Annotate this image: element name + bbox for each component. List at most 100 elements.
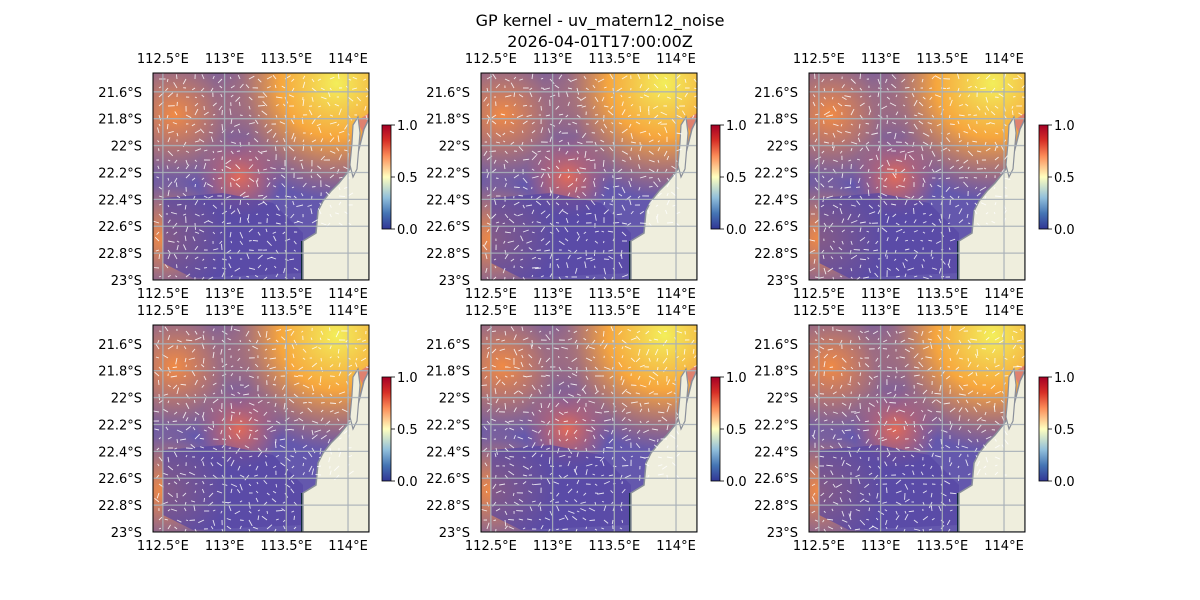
- quiver-arrow: [508, 470, 515, 476]
- quiver-arrow: [522, 337, 529, 341]
- quiver-arrow: [956, 348, 960, 355]
- quiver-arrow: [647, 209, 650, 215]
- lat-tick-label: 22.6°S: [754, 472, 798, 487]
- quiver-arrow: [210, 462, 214, 467]
- quiver-arrow: [840, 456, 843, 460]
- quiver-arrow: [584, 438, 587, 442]
- lat-tick-label: 22.8°S: [754, 247, 798, 262]
- quiver-arrow: [603, 168, 606, 172]
- quiver-arrow: [540, 402, 543, 409]
- quiver-arrow: [822, 519, 825, 523]
- quiver-arrow: [839, 207, 843, 215]
- quiver-arrow: [597, 78, 605, 83]
- quiver-arrow: [230, 325, 233, 332]
- map-panel-content: [481, 325, 697, 532]
- quiver-arrow: [994, 464, 998, 467]
- quiver-arrow: [556, 528, 560, 531]
- quiver-arrow: [347, 192, 354, 197]
- quiver-arrow: [894, 417, 897, 422]
- quiver-arrow: [601, 460, 605, 467]
- quiver-arrow: [212, 382, 217, 386]
- quiver-arrow: [174, 159, 178, 164]
- quiver-arrow: [638, 164, 641, 170]
- quiver-arrow: [564, 500, 569, 503]
- quiver-arrow: [191, 123, 196, 127]
- quiver-arrow: [666, 155, 670, 161]
- quiver-arrow: [218, 177, 223, 180]
- quiver-arrow: [491, 120, 497, 125]
- quiver-arrow: [158, 148, 160, 152]
- quiver-arrow: [918, 120, 924, 125]
- quiver-arrow: [567, 366, 573, 370]
- quiver-arrow: [236, 177, 241, 181]
- quiver-arrow: [274, 528, 277, 532]
- quiver-arrow: [318, 383, 322, 386]
- quiver-arrow: [576, 141, 583, 145]
- quiver-arrow: [927, 338, 933, 341]
- quiver-arrow: [855, 276, 861, 280]
- quiver-arrow: [847, 383, 852, 386]
- quiver-arrow: [212, 328, 215, 332]
- quiver-arrow: [549, 252, 553, 260]
- quiver-arrow: [601, 230, 605, 233]
- quiver-arrow: [230, 177, 236, 182]
- quiver-arrow: [185, 150, 190, 153]
- quiver-arrow: [527, 436, 533, 440]
- quiver-arrow: [283, 267, 286, 274]
- quiver-arrow: [291, 186, 295, 189]
- quiver-arrow: [576, 236, 581, 242]
- quiver-arrow: [316, 173, 322, 179]
- lon-tick-label-bottom: 112.5°E: [137, 539, 189, 554]
- quiver-arrow: [537, 429, 542, 434]
- lon-tick-label-top: 114°E: [656, 304, 696, 319]
- quiver-arrow: [594, 411, 602, 414]
- quiver-arrow: [876, 384, 879, 389]
- quiver-arrow: [601, 96, 605, 102]
- quiver-arrow: [554, 418, 560, 422]
- quiver-arrow: [603, 384, 605, 389]
- quiver-arrow: [329, 174, 335, 179]
- quiver-arrow: [967, 418, 970, 422]
- quiver-arrow: [167, 384, 171, 388]
- quiver-arrow: [281, 85, 286, 89]
- quiver-arrow: [865, 145, 870, 152]
- quiver-arrow: [684, 92, 688, 98]
- quiver-arrow: [929, 128, 933, 134]
- quiver-arrow: [1012, 78, 1019, 80]
- quiver-arrow: [635, 121, 641, 125]
- quiver-arrows: [153, 73, 369, 280]
- quiver-arrow: [528, 363, 533, 368]
- quiver-arrow: [992, 348, 996, 354]
- quiver-arrow: [558, 147, 561, 152]
- quiver-arrow: [538, 96, 542, 103]
- quiver-arrow: [193, 400, 196, 404]
- quiver-arrow: [583, 337, 587, 341]
- quiver-arrow: [581, 105, 587, 108]
- quiver-arrow: [821, 159, 825, 165]
- quiver-arrow: [203, 181, 207, 188]
- quiver-arrow: [585, 212, 592, 215]
- quiver-arrow: [903, 425, 906, 431]
- quiver-arrow: [648, 150, 654, 155]
- quiver-arrow: [611, 456, 614, 460]
- quiver-arrow: [175, 74, 178, 80]
- quiver-arrow: [179, 438, 187, 441]
- quiver-arrow: [590, 258, 596, 262]
- quiver-arrow: [158, 527, 162, 530]
- quiver-arrow: [176, 464, 180, 467]
- quiver-arrow: [618, 122, 623, 125]
- quiver-arrow: [219, 85, 223, 89]
- quiver-arrow: [961, 445, 969, 449]
- quiver-arrow: [228, 505, 232, 512]
- quiver-arrow: [922, 464, 925, 467]
- quiver-arrow: [585, 526, 588, 530]
- lon-tick-label-top: 113°E: [533, 304, 573, 319]
- quiver-arrow: [266, 182, 271, 188]
- quiver-arrow: [343, 429, 349, 434]
- colorbar-tick-label: 1.0: [1054, 371, 1075, 386]
- quiver-arrow: [199, 437, 205, 440]
- quiver-arrow: [956, 159, 960, 162]
- quiver-arrow: [994, 105, 999, 109]
- quiver-arrow: [839, 491, 843, 494]
- quiver-arrow: [201, 177, 205, 180]
